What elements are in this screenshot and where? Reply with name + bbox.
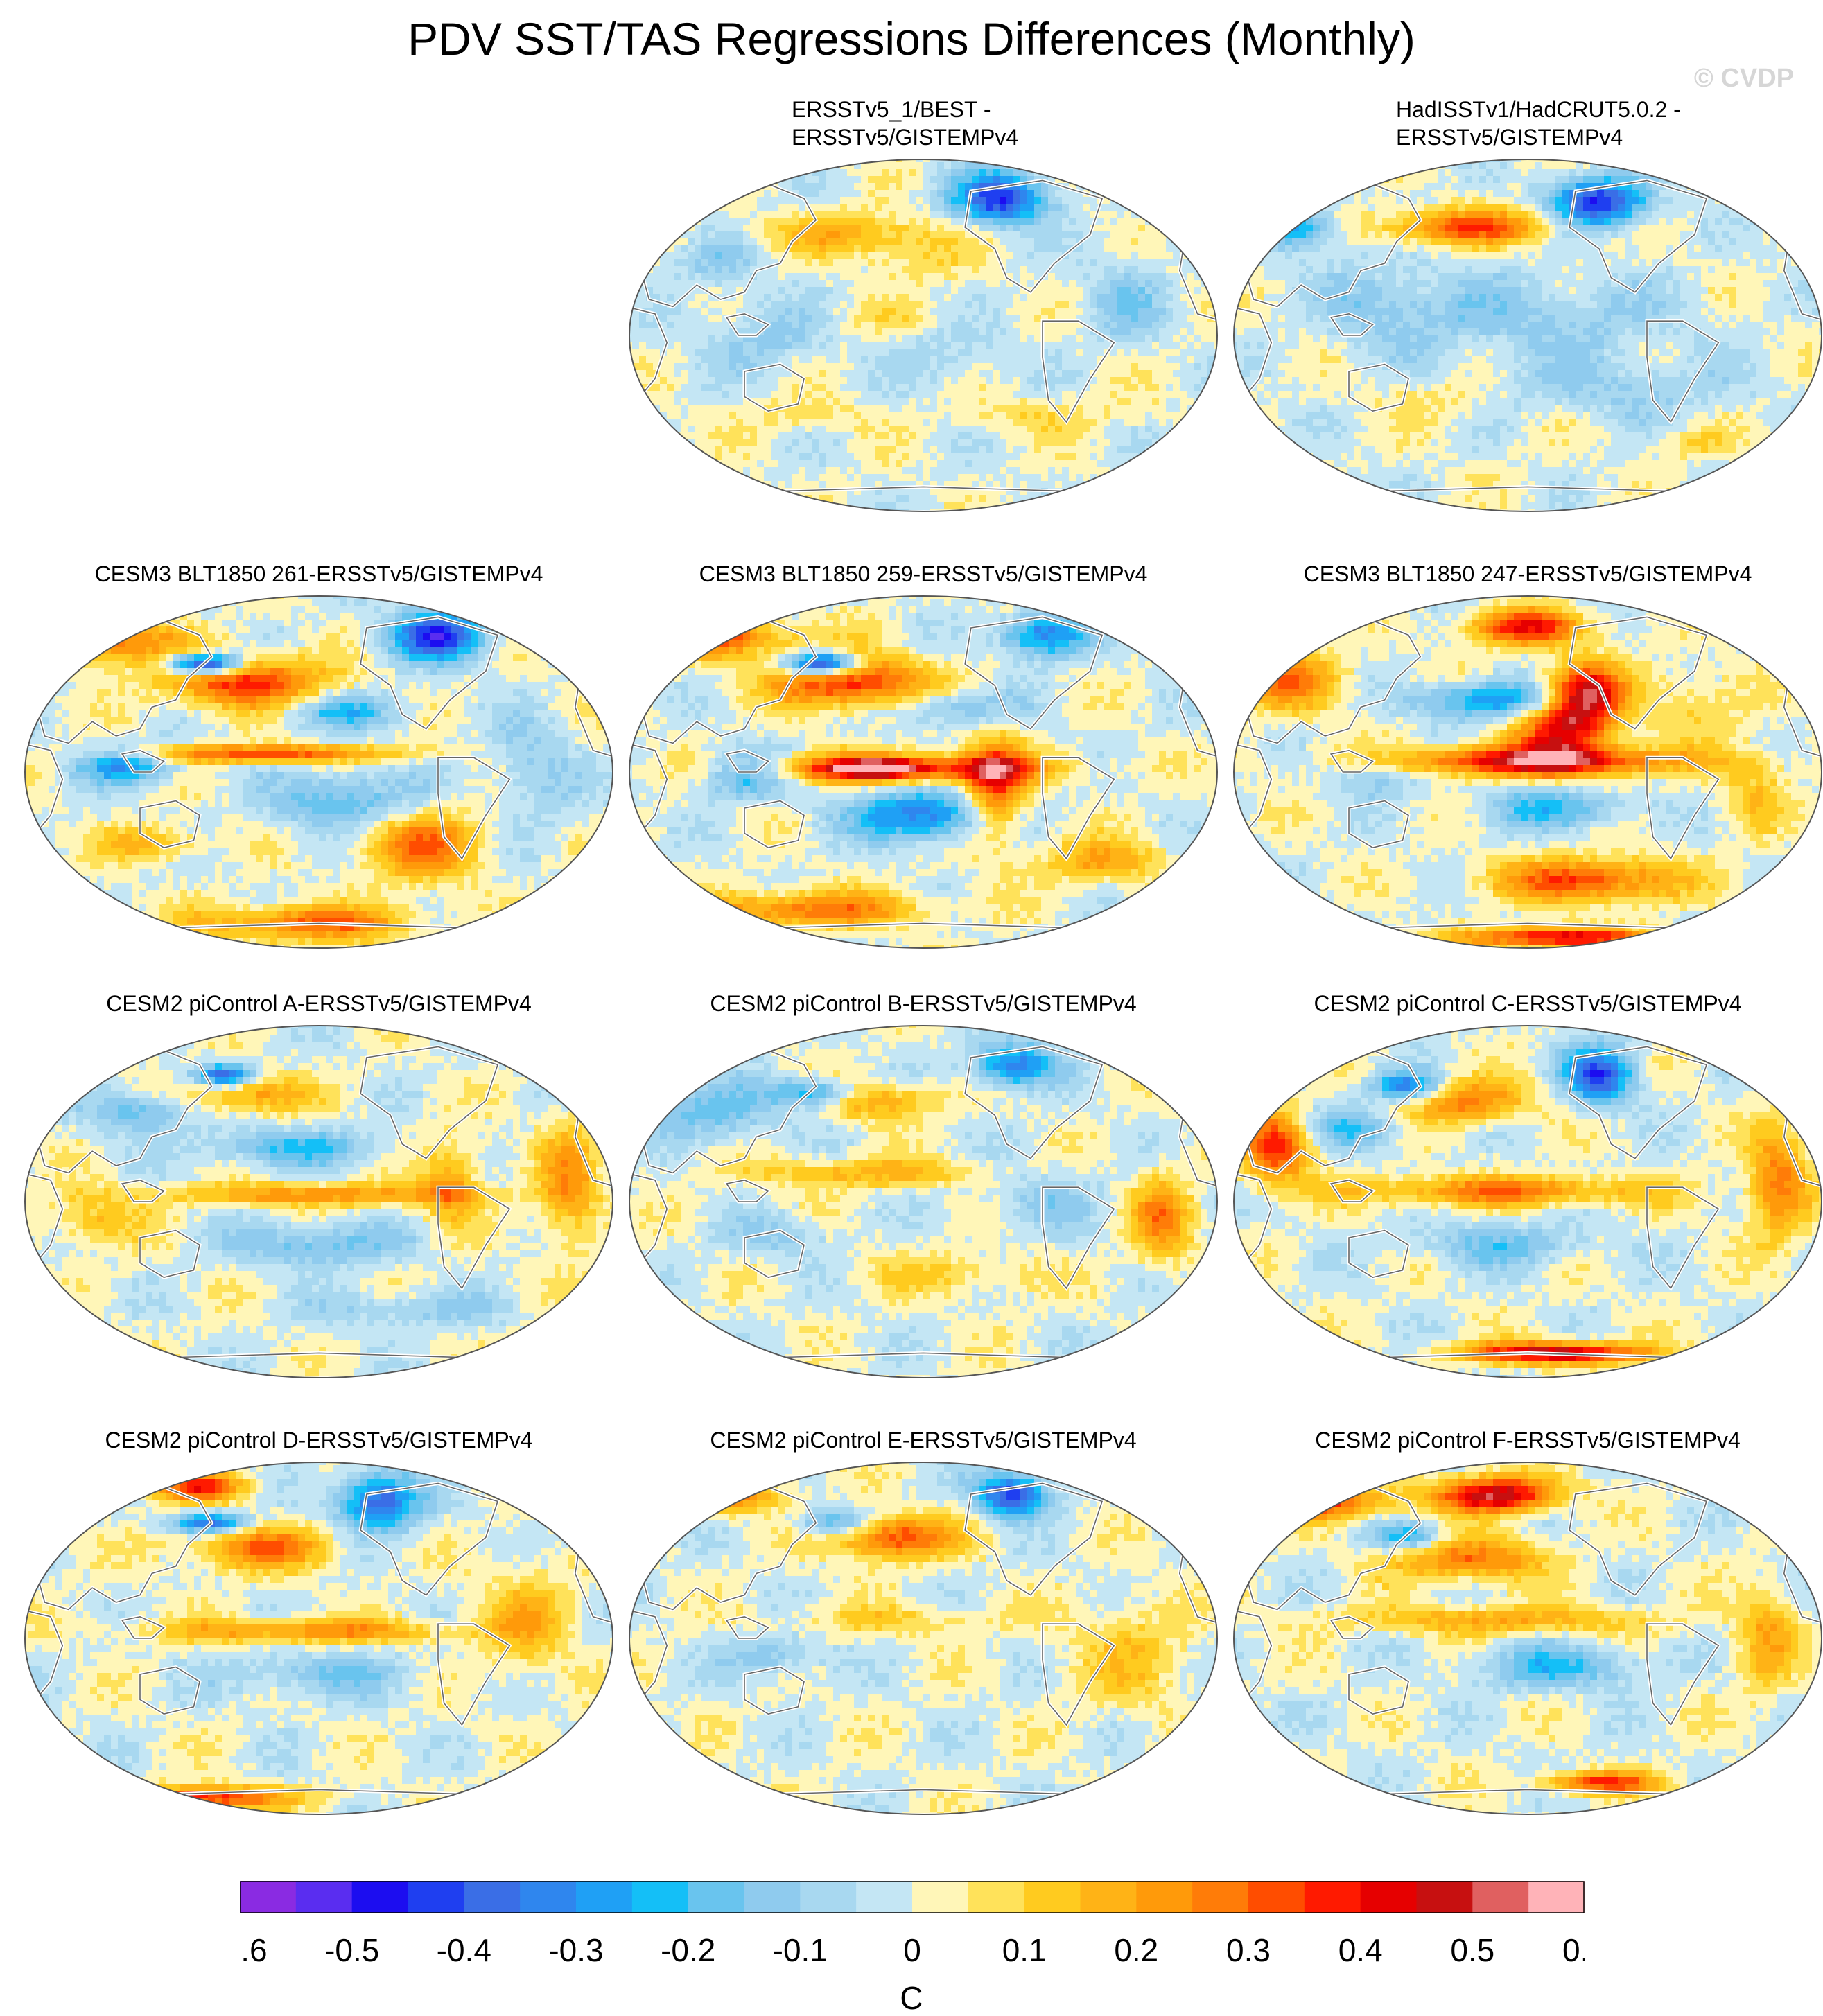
colorbar-swatch <box>1361 1881 1417 1913</box>
colorbar-swatch <box>632 1881 688 1913</box>
colorbar-tick-label: -0.5 <box>324 1932 379 1968</box>
colorbar-swatch <box>688 1881 744 1913</box>
colorbar-swatch <box>520 1881 576 1913</box>
anomaly-field <box>21 1022 617 1382</box>
colorbar-tick-label: -0.2 <box>661 1932 715 1968</box>
colorbar-tick-label: 0.4 <box>1338 1932 1383 1968</box>
panel-title: CESM2 piControl A-ERSSTv5/GISTEMPv4 <box>21 990 617 1017</box>
anomaly-field <box>625 592 1221 952</box>
world-map <box>625 592 1221 952</box>
colorbar-tick-label: 0 <box>903 1932 921 1968</box>
world-map <box>1230 1022 1823 1382</box>
colorbar-swatch <box>352 1881 408 1913</box>
colorbar-tick-label: 0.3 <box>1226 1932 1271 1968</box>
map-panel: CESM2 piControl E-ERSSTv5/GISTEMPv4 <box>625 1428 1221 1818</box>
map-panel: CESM3 BLT1850 247-ERSSTv5/GISTEMPv4 <box>1230 561 1823 952</box>
panel-title: CESM2 piControl E-ERSSTv5/GISTEMPv4 <box>625 1426 1221 1454</box>
colorbar: -0.6 -0.5 -0.4 -0.3 -0.2 -0.1 0 0.1 0.2 0.3 0.4 0.5… <box>240 1881 1585 1978</box>
panel-title: CESM2 piControl D-ERSSTv5/GISTEMPv4 <box>21 1426 617 1454</box>
map-panel: CESM3 BLT1850 259-ERSSTv5/GISTEMPv4 <box>625 561 1221 952</box>
world-map <box>625 1022 1221 1382</box>
anomaly-field <box>21 1458 617 1818</box>
panel-title: CESM3 BLT1850 247-ERSSTv5/GISTEMPv4 <box>1230 560 1823 588</box>
colorbar-swatch <box>1417 1881 1473 1913</box>
colorbar-tick-label: 0.6 <box>1562 1932 1585 1968</box>
world-map <box>21 592 617 952</box>
colorbar-swatch <box>240 1881 296 1913</box>
map-panel: CESM2 piControl D-ERSSTv5/GISTEMPv4 <box>21 1428 617 1818</box>
colorbar-swatch <box>856 1881 912 1913</box>
map-panel: HadISSTv1/HadCRUT5.0.2 - ERSSTv5/GISTEMP… <box>1230 97 1823 516</box>
colorbar-swatch <box>1305 1881 1361 1913</box>
colorbar-swatch <box>576 1881 632 1913</box>
world-map <box>21 1458 617 1818</box>
colorbar-tick-label: -0.3 <box>548 1932 603 1968</box>
colorbar-swatch <box>1192 1881 1248 1913</box>
colorbar-swatch <box>744 1881 801 1913</box>
colorbar-swatch <box>1472 1881 1528 1913</box>
anomaly-field <box>625 1458 1221 1818</box>
colorbar-swatch <box>408 1881 464 1913</box>
panel-title: CESM2 piControl F-ERSSTv5/GISTEMPv4 <box>1230 1426 1823 1454</box>
colorbar-swatch <box>1528 1881 1585 1913</box>
panel-title: CESM2 piControl B-ERSSTv5/GISTEMPv4 <box>625 990 1221 1017</box>
colorbar-swatch <box>968 1881 1024 1913</box>
world-map <box>1230 155 1823 516</box>
colorbar-swatch <box>1024 1881 1081 1913</box>
colorbar-swatch <box>1081 1881 1137 1913</box>
colorbar-swatch <box>464 1881 520 1913</box>
panel-title: CESM3 BLT1850 259-ERSSTv5/GISTEMPv4 <box>625 560 1221 588</box>
anomaly-field <box>21 592 617 952</box>
map-panel: CESM2 piControl B-ERSSTv5/GISTEMPv4 <box>625 991 1221 1382</box>
colorbar-tick-label: -0.1 <box>773 1932 828 1968</box>
map-panel: ERSSTv5_1/BEST - ERSSTv5/GISTEMPv4 <box>625 97 1221 516</box>
map-panel: CESM2 piControl A-ERSSTv5/GISTEMPv4 <box>21 991 617 1382</box>
world-map <box>625 1458 1221 1818</box>
panel-title: HadISSTv1/HadCRUT5.0.2 - ERSSTv5/GISTEMP… <box>1396 96 1823 151</box>
panel-title: ERSSTv5_1/BEST - ERSSTv5/GISTEMPv4 <box>792 96 1221 151</box>
figure-title: PDV SST/TAS Regressions Differences (Mon… <box>0 12 1823 65</box>
colorbar-tick-label: 0.1 <box>1002 1932 1047 1968</box>
world-map <box>1230 1458 1823 1818</box>
world-map <box>1230 592 1823 952</box>
colorbar-swatch <box>800 1881 856 1913</box>
colorbar-unit-label: C <box>0 1982 1823 2014</box>
map-panel: CESM3 BLT1850 261-ERSSTv5/GISTEMPv4 <box>21 561 617 952</box>
colorbar-tick-label: -0.4 <box>437 1932 491 1968</box>
anomaly-field <box>625 155 1221 516</box>
colorbar-swatch <box>912 1881 968 1913</box>
world-map <box>21 1022 617 1382</box>
colorbar-tick-label: 0.2 <box>1114 1932 1158 1968</box>
copyright-watermark: © CVDP <box>1694 64 1794 94</box>
colorbar-tick-label: -0.6 <box>240 1932 268 1968</box>
anomaly-field <box>625 1022 1221 1382</box>
map-panel: CESM2 piControl C-ERSSTv5/GISTEMPv4 <box>1230 991 1823 1382</box>
colorbar-swatch <box>296 1881 352 1913</box>
colorbar-swatch <box>1248 1881 1305 1913</box>
colorbar-swatch <box>1136 1881 1192 1913</box>
map-panel: CESM2 piControl F-ERSSTv5/GISTEMPv4 <box>1230 1428 1823 1818</box>
panel-title: CESM3 BLT1850 261-ERSSTv5/GISTEMPv4 <box>21 560 617 588</box>
panel-title: CESM2 piControl C-ERSSTv5/GISTEMPv4 <box>1230 990 1823 1017</box>
colorbar-tick-label: 0.5 <box>1450 1932 1494 1968</box>
world-map <box>625 155 1221 516</box>
